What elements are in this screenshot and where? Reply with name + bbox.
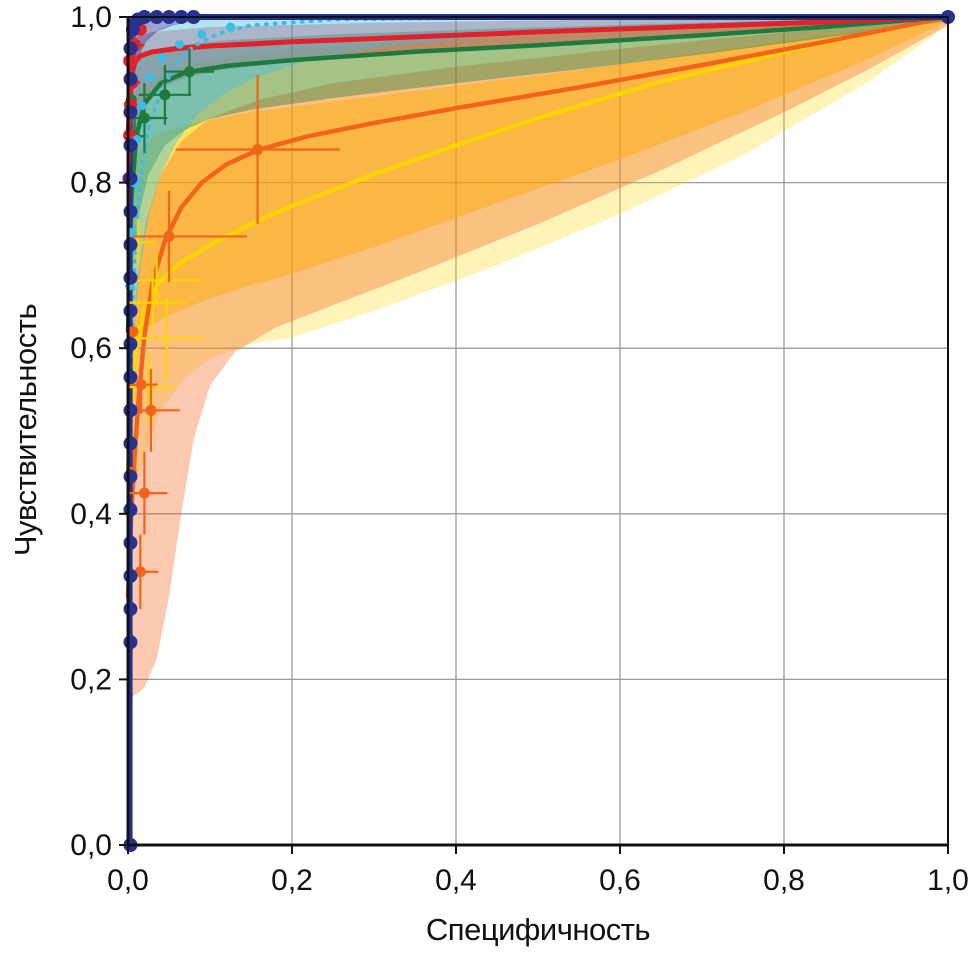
x-axis-label: Специфичность (425, 912, 651, 947)
svg-text:0,2: 0,2 (271, 864, 313, 897)
svg-text:0,2: 0,2 (70, 663, 112, 696)
svg-text:0,4: 0,4 (70, 498, 112, 531)
svg-text:0,0: 0,0 (70, 829, 112, 862)
svg-text:0,4: 0,4 (435, 864, 477, 897)
svg-text:1,0: 1,0 (70, 1, 112, 34)
svg-text:0,8: 0,8 (763, 864, 805, 897)
svg-text:0,6: 0,6 (599, 864, 641, 897)
y-axis-label: Чувствительность (8, 303, 43, 557)
svg-text:1,0: 1,0 (927, 864, 969, 897)
svg-text:0,0: 0,0 (107, 864, 149, 897)
svg-text:0,8: 0,8 (70, 167, 112, 200)
svg-text:0,6: 0,6 (70, 332, 112, 365)
